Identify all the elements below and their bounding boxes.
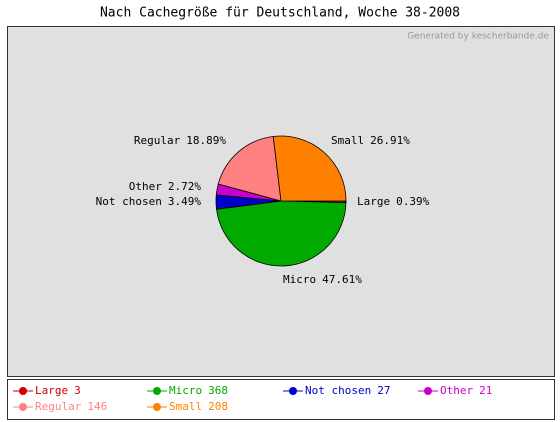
legend-name: Other [440, 384, 473, 397]
slice-label: Micro 47.61% [283, 273, 362, 286]
slice-label-value: 2.72% [168, 180, 201, 193]
legend-marker [153, 403, 161, 411]
legend-marker [424, 387, 432, 395]
slice-label-name: Small [331, 134, 364, 147]
legend-name: Regular [35, 400, 82, 413]
legend-name: Micro [169, 384, 202, 397]
slice-label-value: 26.91% [370, 134, 410, 147]
slice-label-name: Micro [283, 273, 316, 286]
legend-marker [153, 387, 161, 395]
slice-label-name: Not chosen [96, 195, 162, 208]
legend-count: 21 [479, 384, 492, 397]
legend-marker [19, 387, 27, 395]
legend-marker [289, 387, 297, 395]
legend-label: Large 3 [35, 384, 81, 397]
slice-label: Regular 18.89% [134, 134, 226, 147]
legend-count: 27 [377, 384, 390, 397]
slice-label-name: Regular [134, 134, 181, 147]
legend-count: 3 [74, 384, 81, 397]
legend-label: Not chosen 27 [305, 384, 390, 397]
legend [7, 379, 555, 420]
legend-count: 146 [87, 400, 107, 413]
slice-label-name: Large [357, 195, 390, 208]
legend-label: Other 21 [440, 384, 492, 397]
legend-count: 208 [208, 400, 228, 413]
pie-slice [272, 135, 347, 202]
legend-label: Regular 146 [35, 400, 107, 413]
chart-title: Nach Cachegröße für Deutschland, Woche 3… [100, 6, 460, 21]
legend-name: Not chosen [305, 384, 371, 397]
slice-label: Large 0.39% [357, 195, 430, 208]
legend-name: Large [35, 384, 68, 397]
legend-label: Micro 368 [169, 384, 228, 397]
slice-label: Small 26.91% [331, 134, 410, 147]
slice-label-value: 47.61% [322, 273, 362, 286]
slice-label-value: 18.89% [186, 134, 226, 147]
legend-name: Small [169, 400, 202, 413]
slice-label-value: 0.39% [396, 195, 429, 208]
slice-label-value: 3.49% [168, 195, 201, 208]
legend-count: 368 [208, 384, 228, 397]
pie-slice [216, 200, 347, 267]
slice-label-name: Other [129, 180, 162, 193]
legend-marker [19, 403, 27, 411]
legend-label: Small 208 [169, 400, 228, 413]
pie-slice [217, 136, 282, 202]
slice-label: Not chosen 3.49% [96, 195, 202, 208]
slice-label: Other 2.72% [129, 180, 202, 193]
credit: Generated by kescherbande.de [407, 32, 549, 42]
